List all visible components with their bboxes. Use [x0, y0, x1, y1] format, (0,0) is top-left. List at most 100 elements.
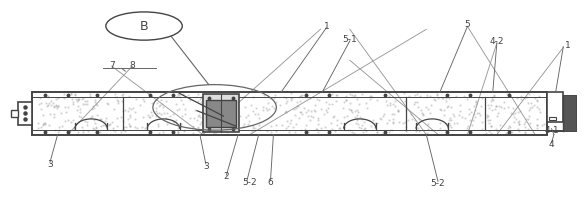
- Point: [372, 130, 382, 134]
- Point: [332, 118, 342, 121]
- Point: [477, 120, 486, 124]
- Point: [123, 118, 132, 121]
- Point: [486, 118, 495, 122]
- Point: [46, 103, 56, 107]
- Point: [521, 97, 530, 100]
- Point: [442, 95, 451, 98]
- Point: [35, 96, 45, 99]
- Point: [440, 128, 450, 132]
- Point: [39, 121, 48, 124]
- Point: [119, 93, 128, 96]
- Point: [216, 100, 225, 103]
- Point: [476, 104, 486, 108]
- Point: [526, 121, 535, 124]
- Point: [40, 122, 49, 126]
- Point: [456, 103, 465, 107]
- Point: [91, 131, 101, 134]
- Point: [228, 97, 238, 100]
- Point: [320, 125, 330, 128]
- Point: [331, 94, 340, 97]
- Point: [125, 107, 134, 110]
- Point: [100, 119, 109, 123]
- Point: [340, 125, 349, 129]
- Point: [282, 97, 291, 100]
- Point: [423, 131, 432, 135]
- Point: [176, 98, 185, 102]
- Point: [368, 118, 377, 122]
- Point: [470, 115, 480, 119]
- Point: [193, 125, 203, 129]
- Point: [176, 122, 185, 126]
- Point: [390, 104, 400, 108]
- Point: [162, 116, 171, 120]
- Point: [487, 100, 496, 103]
- Point: [401, 129, 410, 133]
- Point: [239, 125, 248, 128]
- Point: [169, 121, 179, 124]
- Point: [154, 111, 163, 114]
- Point: [292, 100, 302, 103]
- Point: [346, 108, 355, 112]
- Point: [432, 93, 442, 97]
- Point: [243, 123, 252, 126]
- Point: [394, 120, 403, 123]
- Point: [178, 114, 187, 118]
- Point: [348, 94, 357, 97]
- Point: [188, 131, 198, 134]
- Text: 2: 2: [223, 172, 229, 181]
- Point: [89, 118, 98, 122]
- Point: [466, 110, 476, 114]
- Point: [220, 107, 229, 111]
- Point: [340, 128, 350, 132]
- Point: [312, 127, 322, 131]
- Point: [174, 107, 183, 111]
- Point: [304, 108, 313, 112]
- Point: [41, 101, 51, 105]
- Point: [281, 126, 290, 130]
- Point: [130, 125, 139, 128]
- Point: [385, 128, 395, 132]
- Point: [236, 114, 245, 118]
- Point: [487, 108, 497, 112]
- Point: [486, 132, 496, 135]
- Point: [491, 127, 500, 131]
- Point: [173, 127, 182, 130]
- Point: [516, 97, 525, 100]
- Point: [74, 99, 83, 102]
- Point: [459, 94, 468, 97]
- Point: [80, 102, 89, 105]
- Point: [189, 124, 198, 128]
- Point: [417, 111, 427, 115]
- Point: [191, 108, 200, 112]
- Point: [490, 93, 499, 96]
- Point: [221, 110, 230, 114]
- Point: [306, 114, 316, 118]
- Point: [281, 102, 290, 105]
- Point: [493, 112, 503, 115]
- Point: [356, 126, 366, 130]
- Point: [359, 131, 368, 134]
- Point: [525, 106, 534, 110]
- Point: [310, 108, 319, 112]
- Point: [112, 117, 122, 120]
- Point: [153, 111, 162, 114]
- Text: 3: 3: [47, 160, 53, 169]
- Point: [410, 103, 419, 106]
- Point: [486, 103, 495, 106]
- Point: [68, 118, 78, 122]
- Point: [418, 113, 427, 116]
- Point: [355, 116, 364, 119]
- Point: [152, 109, 161, 113]
- Point: [272, 129, 281, 133]
- Point: [272, 124, 281, 127]
- Point: [139, 115, 148, 119]
- Point: [418, 112, 427, 115]
- Point: [414, 105, 423, 109]
- Point: [389, 103, 398, 106]
- Point: [328, 128, 337, 131]
- Point: [509, 121, 518, 124]
- Point: [49, 115, 59, 118]
- Point: [119, 125, 129, 129]
- Point: [489, 98, 498, 102]
- Point: [485, 106, 494, 110]
